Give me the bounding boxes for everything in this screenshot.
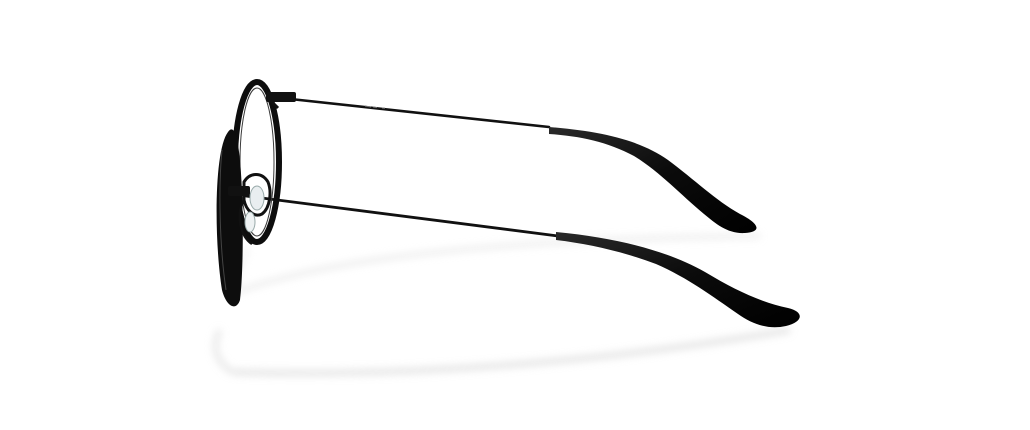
frame-rim-far <box>232 79 296 245</box>
temple-logo-mark <box>364 105 386 109</box>
drop-shadow <box>212 233 791 377</box>
temple-arm-far <box>270 95 757 234</box>
temple-arm-near <box>244 194 800 328</box>
nose-pads <box>238 173 272 246</box>
